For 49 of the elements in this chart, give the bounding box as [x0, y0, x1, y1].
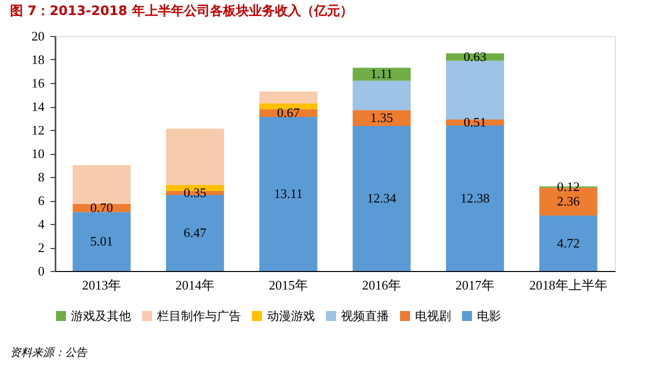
bar: [352, 80, 411, 110]
y-tick-label: 4: [38, 216, 45, 232]
bar: [259, 116, 318, 271]
y-tick-label: 10: [32, 146, 44, 161]
y-tick-label: 16: [32, 76, 45, 90]
data-label: 5.01: [90, 234, 114, 249]
bar: [259, 91, 318, 104]
x-tick-label: 2015年: [268, 278, 308, 292]
data-label: 0.63: [464, 49, 486, 64]
legend-label: 电视剧: [415, 309, 451, 323]
y-tick-label: 8: [38, 170, 44, 184]
y-tick-label: 6: [38, 193, 45, 208]
bar: [352, 110, 411, 126]
y-tick-label: 0: [38, 264, 44, 278]
x-tick-label: 2013年: [82, 278, 122, 292]
y-tick-label: 20: [32, 28, 44, 44]
y-tick-label: 12: [32, 122, 44, 138]
y-tick-label: 14: [32, 99, 45, 114]
data-label: 13.11: [274, 186, 303, 201]
y-tick-label: 18: [32, 52, 44, 67]
data-label: 4.72: [556, 235, 580, 250]
legend-label: 视频直播: [341, 309, 389, 323]
x-tick-label: 2018年上半年: [529, 278, 608, 292]
data-label: 0.67: [276, 105, 300, 120]
x-tick-label: 2016年: [362, 278, 402, 292]
bar: [446, 126, 504, 271]
x-tick-label: 2017年: [456, 278, 494, 292]
legend-label: 电影: [477, 309, 501, 323]
x-tick-label: 2014年: [176, 278, 214, 292]
data-label: 1.35: [370, 110, 394, 126]
y-tick-label: 2: [38, 240, 44, 255]
legend-label: 动漫游戏: [267, 309, 315, 323]
bar: [352, 68, 411, 81]
legend-label: 游戏及其他: [71, 309, 131, 323]
legend-label: 栏目制作与广告: [156, 309, 241, 323]
bar: [72, 212, 131, 271]
data-label: 12.38: [460, 190, 490, 206]
bar: [72, 165, 131, 204]
data-label: 0.70: [90, 200, 114, 216]
bar: [166, 128, 224, 185]
text: 资料来源：公告: [10, 346, 88, 359]
bar: [539, 216, 598, 271]
bar: [259, 103, 318, 110]
data-label: 1.11: [370, 66, 393, 82]
bar: [352, 126, 411, 271]
data-label: 12.34: [367, 190, 397, 206]
data-label: 2.36: [556, 194, 580, 209]
data-label: 6.47: [184, 224, 207, 240]
chart-title: 图 7：2013-2018 年上半年公司各板块业务收入（亿元）: [10, 3, 353, 19]
